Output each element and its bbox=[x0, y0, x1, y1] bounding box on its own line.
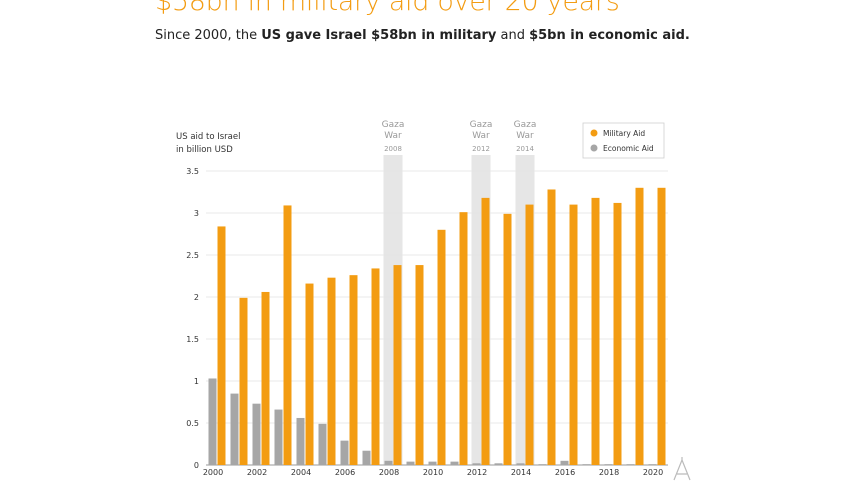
economic-aid-bar bbox=[626, 464, 635, 465]
logo-icon bbox=[673, 457, 691, 481]
legend-label: Military Aid bbox=[603, 129, 645, 138]
military-aid-bar bbox=[547, 189, 556, 466]
economic-aid-bar bbox=[582, 464, 591, 465]
subtitle-part: Since 2000, the bbox=[155, 28, 262, 43]
economic-aid-bar bbox=[318, 423, 327, 465]
y-axis-label-line: US aid to Israel bbox=[176, 132, 241, 142]
military-aid-bar bbox=[503, 213, 512, 465]
axes: 0 0.5 1 1.5 2 2.5 3 3.5 2000 2002 2004 2006 2008 2010… bbox=[186, 167, 663, 477]
economic-aid-bar bbox=[516, 463, 525, 465]
military-aid-bar bbox=[591, 197, 600, 465]
legend-label: Economic Aid bbox=[603, 144, 654, 153]
economic-aid-bar bbox=[494, 463, 503, 465]
military-aid-bar bbox=[459, 212, 468, 465]
military-aid-bar bbox=[657, 187, 666, 466]
economic-aid-bar bbox=[208, 378, 217, 465]
gridlines bbox=[206, 170, 668, 466]
subtitle-part-bold: $5bn in economic aid. bbox=[529, 28, 690, 43]
military-aid-bar bbox=[305, 283, 314, 465]
annotation-label: Gaza bbox=[514, 120, 537, 130]
x-tick-label: 2004 bbox=[291, 468, 311, 477]
y-tick-label: 2.5 bbox=[186, 251, 199, 260]
chart-title: $58bn in military aid over 20 years bbox=[155, 0, 620, 17]
military-aid-bar bbox=[349, 275, 358, 465]
economic-aid-bar bbox=[384, 460, 393, 465]
legend-box bbox=[582, 122, 665, 159]
y-tick-label: 0.5 bbox=[186, 419, 199, 428]
military-aid-bar bbox=[415, 265, 424, 465]
economic-aid-bar bbox=[648, 464, 657, 465]
x-tick-label: 2010 bbox=[423, 468, 443, 477]
annotation-year: 2008 bbox=[384, 145, 402, 153]
y-axis-label: US aid to Israel in billion USD bbox=[176, 131, 240, 157]
y-tick-label: 1.5 bbox=[186, 335, 199, 344]
economic-aid-bar bbox=[274, 409, 283, 465]
economic-aid-bar bbox=[472, 463, 481, 465]
military-aid-bar bbox=[261, 291, 270, 465]
military-aid-bar bbox=[393, 265, 402, 465]
y-tick-label: 2 bbox=[194, 293, 199, 302]
military-aid-bar bbox=[283, 205, 292, 465]
military-aid-bar bbox=[437, 229, 446, 465]
legend: Military Aid Economic Aid bbox=[582, 122, 665, 159]
y-tick-label: 0 bbox=[194, 461, 199, 470]
economic-aid-bar bbox=[450, 461, 459, 465]
military-aid-bar bbox=[217, 226, 226, 465]
military-aid-bar bbox=[635, 187, 644, 466]
x-tick-label: 2006 bbox=[335, 468, 355, 477]
military-aid-bar bbox=[327, 277, 336, 465]
annotation-label: Gaza bbox=[382, 120, 405, 130]
economic-aid-bar bbox=[428, 461, 437, 465]
military-aid-bar bbox=[371, 268, 380, 465]
economic-aid-bar bbox=[252, 403, 261, 465]
economic-aid-bar bbox=[604, 464, 613, 465]
military-aid-bar bbox=[525, 204, 534, 465]
y-tick-label: 1 bbox=[194, 377, 199, 386]
subtitle-part-bold: US gave Israel $58bn in military bbox=[261, 28, 497, 43]
bars bbox=[208, 187, 666, 466]
x-tick-label: 2008 bbox=[379, 468, 399, 477]
annotation-label: War bbox=[384, 131, 402, 141]
x-tick-label: 2018 bbox=[599, 468, 619, 477]
annotation-year: 2014 bbox=[516, 145, 534, 153]
x-tick-label: 2020 bbox=[643, 468, 663, 477]
y-tick-label: 3.5 bbox=[186, 167, 199, 176]
military-aid-bar bbox=[481, 197, 490, 465]
annotation-year: 2012 bbox=[472, 145, 490, 153]
economic-aid-bar bbox=[362, 450, 371, 465]
economic-aid-bar bbox=[560, 460, 569, 465]
x-tick-label: 2014 bbox=[511, 468, 531, 477]
chart-subtitle: Since 2000, the US gave Israel $58bn in … bbox=[155, 28, 690, 43]
military-aid-bar bbox=[569, 204, 578, 465]
military-aid-bar bbox=[613, 202, 622, 466]
legend-swatch bbox=[590, 129, 598, 137]
subtitle-part: and bbox=[496, 28, 530, 43]
x-tick-label: 2002 bbox=[247, 468, 267, 477]
annotation-label: War bbox=[472, 131, 490, 141]
annotation-label: War bbox=[516, 131, 534, 141]
annotation-label: Gaza bbox=[470, 120, 493, 130]
x-tick-label: 2016 bbox=[555, 468, 575, 477]
y-tick-label: 3 bbox=[194, 209, 199, 218]
economic-aid-bar bbox=[340, 440, 349, 465]
economic-aid-bar bbox=[538, 464, 547, 465]
x-tick-label: 2012 bbox=[467, 468, 487, 477]
military-aid-bar bbox=[239, 297, 248, 465]
economic-aid-bar bbox=[406, 461, 415, 465]
legend-swatch bbox=[590, 144, 598, 152]
y-axis-label-line: in billion USD bbox=[176, 145, 233, 155]
economic-aid-bar bbox=[230, 393, 239, 465]
economic-aid-bar bbox=[296, 417, 305, 465]
x-tick-label: 2000 bbox=[203, 468, 223, 477]
